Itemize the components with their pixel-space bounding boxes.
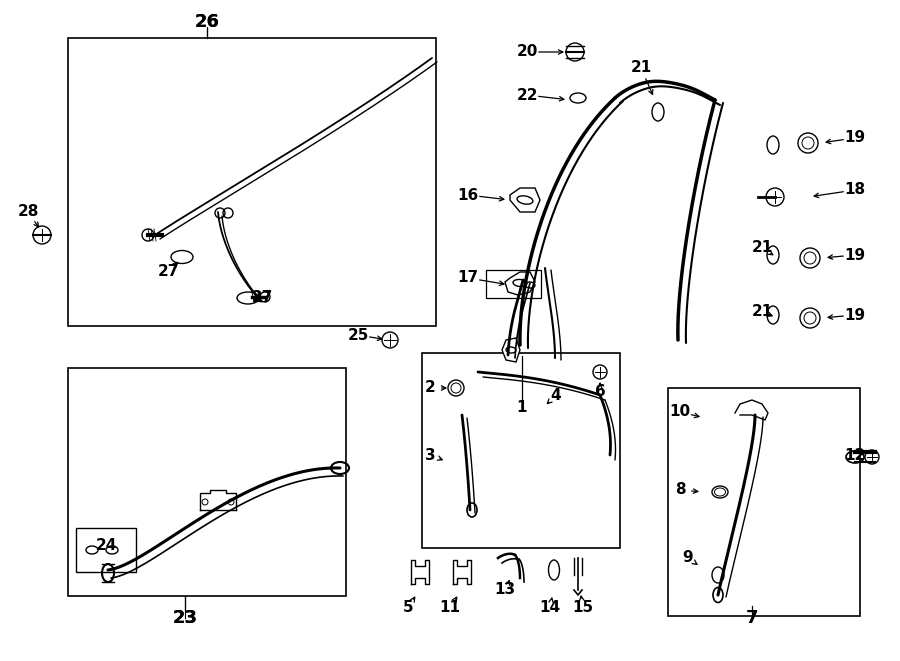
Bar [68, 38, 436, 326]
Text: 3: 3 [425, 447, 436, 463]
Bar [68, 368, 346, 596]
Polygon shape [505, 272, 535, 295]
Text: 10: 10 [670, 405, 690, 420]
Bar [668, 388, 860, 616]
Text: 26: 26 [194, 13, 220, 31]
Text: 8: 8 [675, 483, 685, 498]
Bar [76, 528, 136, 572]
Text: 4: 4 [551, 387, 562, 403]
Text: 2: 2 [425, 381, 436, 395]
Text: 24: 24 [95, 539, 117, 553]
Text: 15: 15 [572, 600, 594, 615]
Text: 5: 5 [402, 600, 413, 615]
Text: 26: 26 [194, 13, 220, 31]
Bar [422, 353, 620, 548]
Text: 13: 13 [494, 582, 516, 598]
Text: 21: 21 [752, 305, 772, 319]
Text: 9: 9 [683, 551, 693, 566]
Polygon shape [510, 188, 540, 212]
Text: 23: 23 [173, 609, 197, 627]
Text: 20: 20 [517, 44, 537, 59]
Text: 17: 17 [457, 270, 479, 286]
Text: 12: 12 [844, 447, 866, 463]
Text: 28: 28 [17, 204, 39, 219]
Text: 23: 23 [173, 609, 197, 627]
Text: 19: 19 [844, 247, 866, 262]
Text: 16: 16 [457, 188, 479, 202]
Text: 27: 27 [251, 290, 273, 305]
Text: 19: 19 [844, 130, 866, 145]
Text: 6: 6 [595, 385, 606, 399]
Text: 27: 27 [158, 264, 179, 280]
Text: 14: 14 [539, 600, 561, 615]
Text: 19: 19 [844, 307, 866, 323]
Bar [486, 270, 541, 298]
Text: 22: 22 [517, 87, 538, 102]
Text: 7: 7 [746, 609, 758, 627]
Text: 11: 11 [439, 600, 461, 615]
Text: 18: 18 [844, 182, 866, 198]
Polygon shape [502, 338, 520, 362]
Text: 25: 25 [347, 327, 369, 342]
Text: 21: 21 [752, 241, 772, 256]
Text: 1: 1 [517, 401, 527, 416]
Text: 21: 21 [630, 61, 652, 75]
